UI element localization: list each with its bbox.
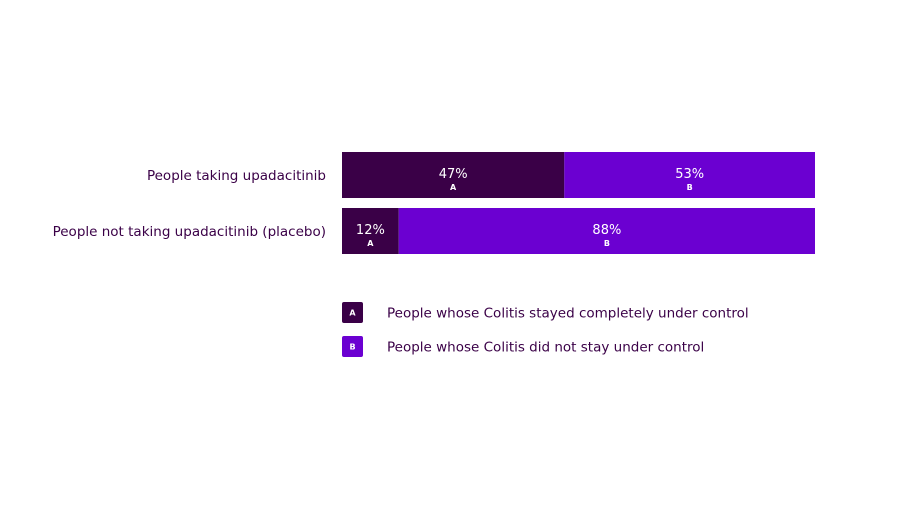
segment-key-label: A xyxy=(367,239,374,248)
data-label: 88% xyxy=(592,223,621,238)
category-label: People not taking upadacitinib (placebo) xyxy=(53,224,326,240)
category-labels-group: People taking upadacitinib People not tak… xyxy=(53,168,326,240)
segment-key-label: A xyxy=(450,183,457,192)
bar-segment-a xyxy=(342,208,399,254)
bar-segment-b xyxy=(398,208,815,254)
bars-group: 47%A53%B12%A88%B xyxy=(342,152,815,254)
legend-label: People whose Colitis did not stay under … xyxy=(387,340,704,356)
data-label: 53% xyxy=(675,167,704,182)
segment-key-label: B xyxy=(687,183,693,192)
legend-key-label: B xyxy=(349,343,355,352)
legend-label: People whose Colitis stayed completely u… xyxy=(387,306,749,322)
segment-key-label: B xyxy=(604,239,610,248)
legend-swatch-a xyxy=(342,302,363,323)
bar-segment-a xyxy=(342,152,565,198)
legend-key-label: A xyxy=(349,309,356,318)
data-label: 47% xyxy=(439,167,468,182)
data-label: 12% xyxy=(356,223,385,238)
legend: A People whose Colitis stayed completely … xyxy=(342,302,749,357)
category-label: People taking upadacitinib xyxy=(147,168,326,184)
bar-segment-b xyxy=(564,152,815,198)
legend-swatch-b xyxy=(342,336,363,357)
